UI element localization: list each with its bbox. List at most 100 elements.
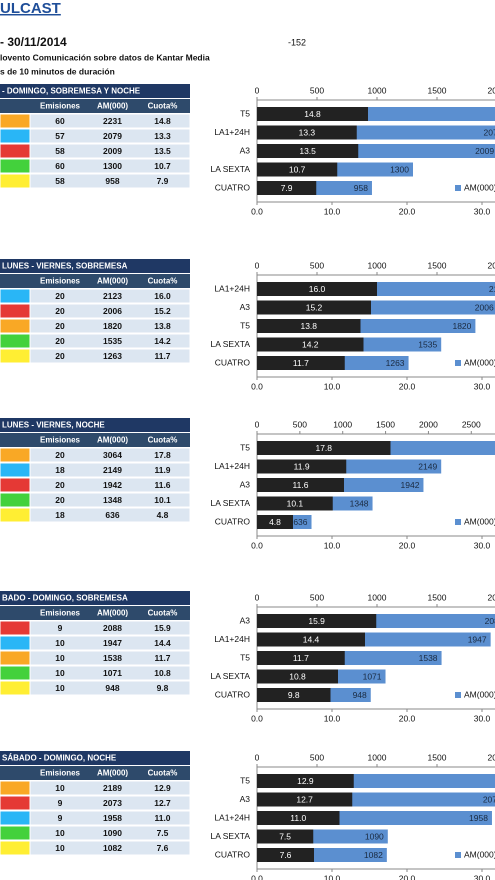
table-cell: 2073 (103, 798, 122, 808)
table-cell: 9.8 (157, 683, 169, 693)
row-bg (29, 665, 191, 681)
top-tick-label: 0 (255, 260, 260, 270)
bar-label: 11.9 (294, 461, 310, 471)
table-cell: 3064 (103, 450, 122, 460)
source: lovento Comunicación sobre datos de Kant… (0, 52, 210, 62)
legend-label: AM(000) (464, 357, 495, 367)
bar (257, 125, 357, 140)
table-cell: 1082 (103, 843, 122, 853)
table-cell: 958 (105, 176, 119, 186)
category-label: LA SEXTA (210, 164, 250, 174)
table-header (0, 274, 190, 288)
bottom-tick-label: 20.0 (399, 540, 416, 550)
table-cell: 1348 (103, 495, 122, 505)
category-label: A3 (240, 794, 251, 804)
bottom-tick-label: 30.0 (474, 873, 491, 880)
table-header (0, 99, 190, 113)
bar (257, 356, 345, 370)
table-cell: 1942 (103, 480, 122, 490)
table-cell: 2123 (103, 291, 122, 301)
bar-label: 2079 (484, 127, 495, 137)
row-color (0, 665, 31, 681)
category-label: LA SEXTA (210, 498, 250, 508)
table-cell: 58 (55, 146, 65, 156)
row-bg (29, 810, 191, 826)
bar-label: 1348 (350, 498, 369, 508)
table-cell: 20 (55, 336, 65, 346)
top-tick-label: 1500 (376, 419, 395, 429)
row-color (0, 620, 31, 636)
row-color (0, 333, 31, 349)
table-cell: 2009 (103, 146, 122, 156)
category-label: T5 (240, 442, 250, 452)
row-color (0, 780, 31, 796)
table-cell: 1300 (103, 161, 122, 171)
table-cell: 2079 (103, 131, 122, 141)
category-label: LA1+24H (214, 812, 250, 822)
row-bg (29, 173, 191, 189)
bar-label: 12.9 (297, 776, 314, 786)
row-color (0, 477, 31, 493)
bottom-tick-label: 20.0 (399, 713, 416, 723)
column-header: AM(000) (97, 102, 128, 111)
bar-label: 12.7 (296, 794, 313, 804)
bar-label: 11.0 (290, 813, 306, 823)
top-tick-label: 500 (310, 752, 324, 762)
table-cell: 14.2 (154, 336, 171, 346)
bar (257, 181, 317, 195)
bar-label: 2009 (475, 146, 494, 156)
top-tick-label: 2000 (488, 592, 495, 602)
table-cell: 9 (58, 623, 63, 633)
legend-label: AM(000) (464, 516, 495, 526)
bottom-tick-label: 20.0 (399, 873, 416, 880)
date: - 30/11/2014 (0, 35, 67, 49)
bar (257, 688, 331, 702)
table-header (0, 606, 190, 620)
table-cell: 17.8 (154, 450, 171, 460)
table-cell: 58 (55, 176, 65, 186)
legend-swatch (455, 519, 461, 525)
bar (257, 459, 347, 474)
legend-label: AM(000) (464, 849, 495, 859)
top-tick-label: 0 (255, 752, 260, 762)
row-bg (29, 348, 191, 364)
table-cell: 10 (55, 828, 65, 838)
bar (257, 792, 353, 807)
bar-label: 14.8 (304, 109, 321, 119)
table-cell: 10 (55, 653, 65, 663)
bottom-tick-label: 30.0 (474, 540, 491, 550)
bar-label: 2088 (485, 616, 495, 626)
bar-label: 14.2 (302, 339, 319, 349)
column-header: Cuota% (148, 436, 178, 445)
table-cell: 10 (55, 638, 65, 648)
bar-label: 15.9 (308, 616, 325, 626)
bar (257, 632, 365, 647)
table-title-bar (0, 751, 190, 765)
bar-label: 1538 (419, 653, 438, 663)
bar (257, 478, 344, 492)
top-tick-label: 1500 (428, 260, 447, 270)
column-header: Cuota% (148, 609, 178, 618)
table-cell: 60 (55, 161, 65, 171)
bar-label: 2006 (475, 302, 494, 312)
top-tick-label: 1000 (333, 419, 352, 429)
table-cell: 948 (105, 683, 119, 693)
bar (257, 162, 338, 177)
table-cell: 18 (55, 510, 65, 520)
note: -152 (288, 37, 306, 47)
page-title: ULCAST (0, 0, 61, 17)
top-tick-label: 2000 (419, 419, 438, 429)
row-bg (29, 288, 191, 304)
category-label: LA SEXTA (210, 831, 250, 841)
table-cell: 2149 (103, 465, 122, 475)
legend-swatch (455, 692, 461, 698)
table-cell: 10.1 (154, 495, 171, 505)
row-bg (29, 477, 191, 493)
category-label: LA SEXTA (210, 671, 250, 681)
row-color (0, 810, 31, 826)
bar (257, 300, 371, 315)
row-color (0, 173, 31, 189)
bar (257, 829, 314, 844)
column-header: Emisiones (40, 277, 81, 286)
column-header: Emisiones (40, 436, 81, 445)
